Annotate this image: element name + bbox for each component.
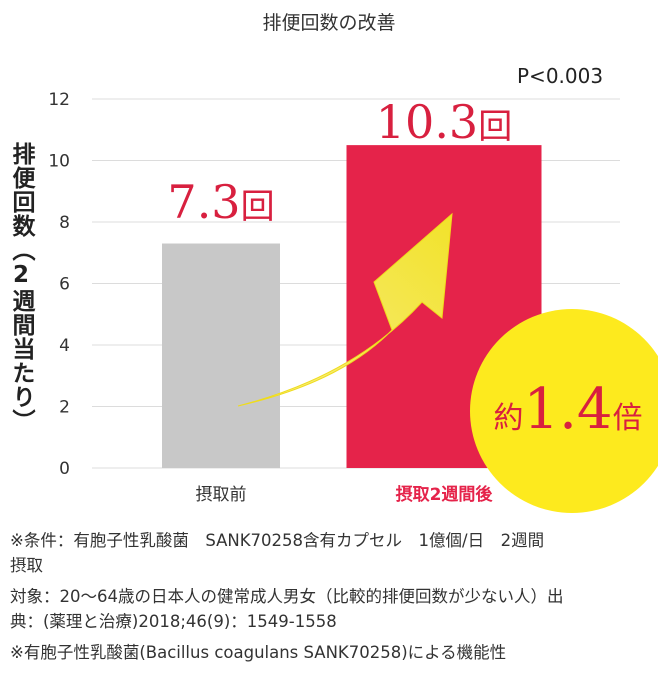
y-tick-label: 2 [59,398,70,418]
y-tick-label: 4 [59,336,70,356]
ratio-badge [470,309,658,513]
y-tick-label: 6 [59,275,70,295]
data-label: 7.3回 [167,175,274,229]
x-tick-label: 摂取2週間後 [396,484,494,505]
ratio-label: 約1.4倍 [493,377,642,442]
footnote-line-5: ※有胞子性乳酸菌(Bacillus coagulans SANK70258)によ… [10,643,507,662]
footnote-line-4: 典：(薬理と治療)2018;46(9)：1549-1558 [10,612,337,631]
y-axis-label: 排便回数（2週間当たり） [8,142,34,433]
y-tick-label: 10 [48,152,70,172]
footnote-line-2: 摂取 [10,556,43,575]
y-tick-label: 0 [59,459,70,479]
bar-chart: 0 2 4 6 8 10 12 摂取前 摂取2週間後 約1.4倍 7.3回 10.3回 [48,90,658,513]
increase-arrow [237,212,453,407]
p-value-annotation: P<0.003 [517,64,604,88]
y-tick-label: 12 [48,90,70,110]
chart-title: 排便回数の改善 [262,12,396,34]
bar-1 [162,243,280,468]
x-tick-label: 摂取前 [196,485,247,505]
data-label: 10.3回 [376,95,512,149]
footnote-line-1: ※条件：有胞子性乳酸菌 SANK70258含有カプセル 1億個/日 2週間 [10,531,545,550]
y-tick-label: 8 [59,213,70,233]
footnote-line-3: 対象：20～64歳の日本人の健常成人男女（比較的排便回数が少ない人）出 [10,587,564,606]
